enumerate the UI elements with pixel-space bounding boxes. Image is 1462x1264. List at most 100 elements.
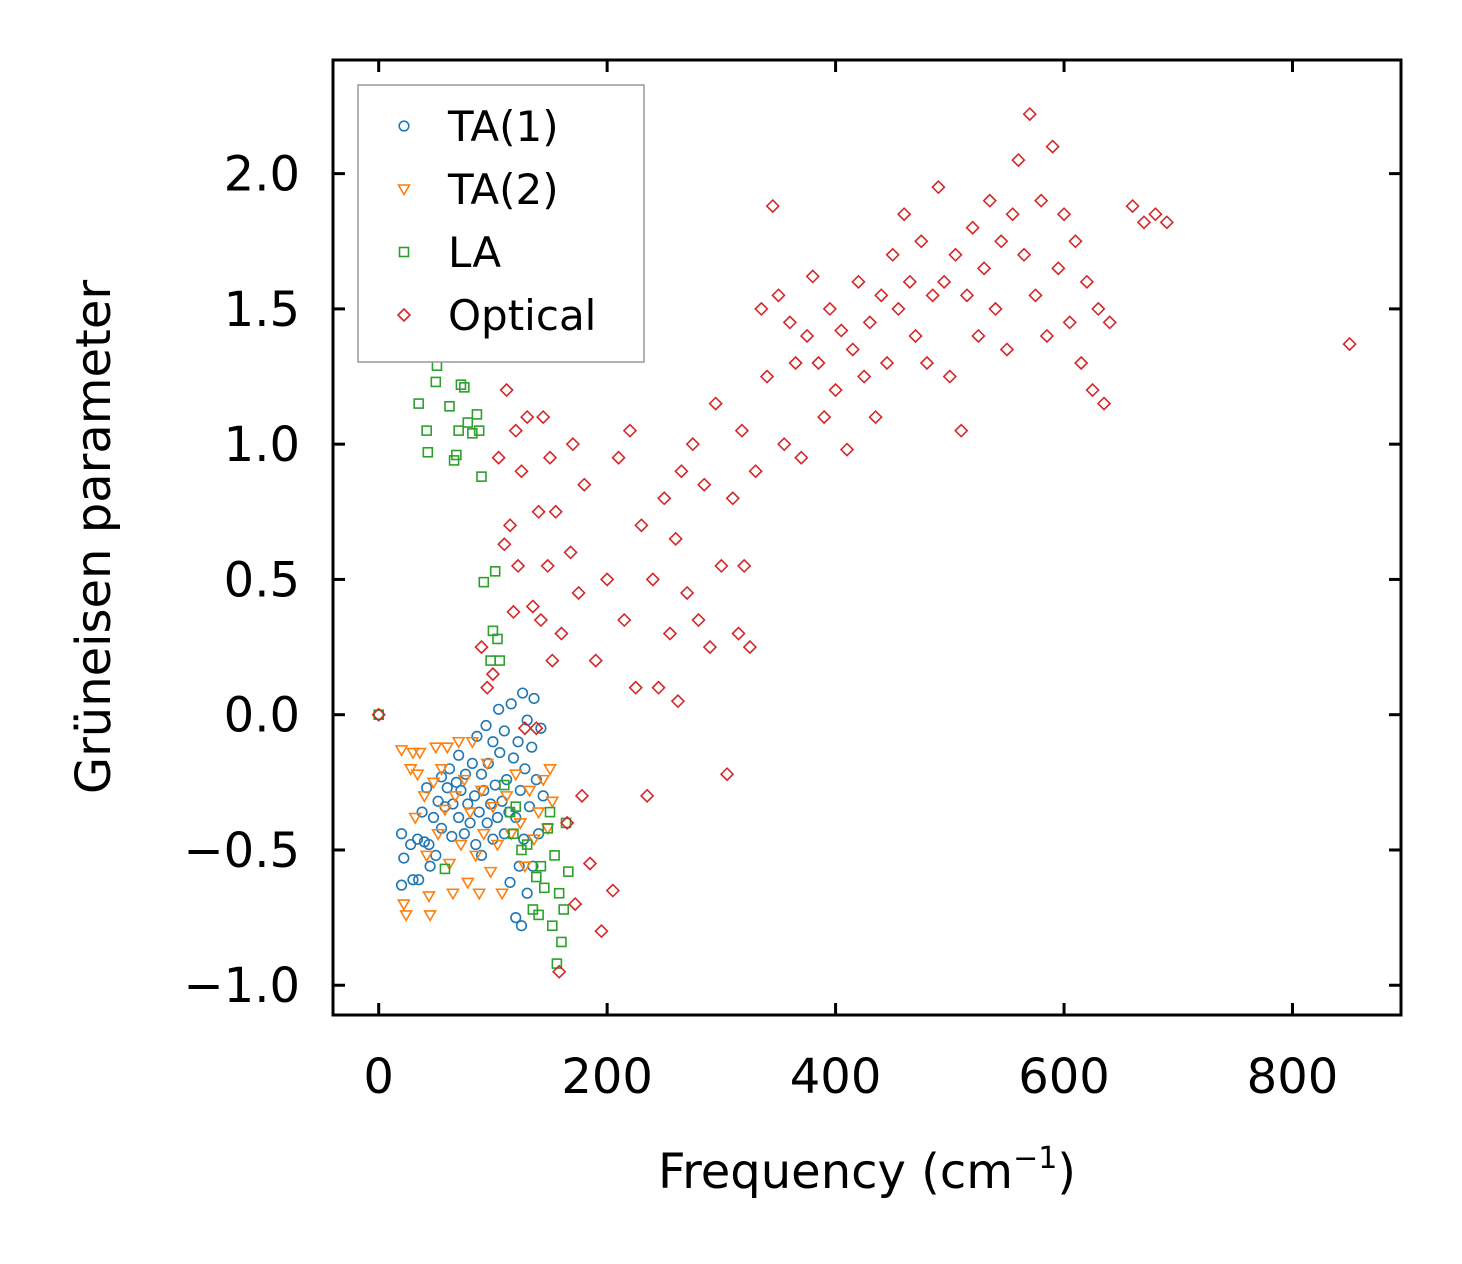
- legend-marker: [398, 246, 410, 258]
- data-point: [822, 301, 838, 317]
- data-point: [507, 752, 520, 764]
- data-point: [1136, 215, 1152, 230]
- data-point: [794, 450, 809, 465]
- data-point: [448, 791, 463, 803]
- data-point: [668, 531, 683, 546]
- data-point: [617, 612, 632, 628]
- data-point: [394, 745, 409, 757]
- data-point: [518, 861, 532, 874]
- data-point: [549, 850, 560, 861]
- data-point: [373, 709, 384, 721]
- data-point: [565, 437, 581, 452]
- data-point: [427, 811, 440, 824]
- data-point: [467, 428, 478, 439]
- data-point: [453, 811, 465, 824]
- y-tick-label: 1.5: [224, 282, 300, 338]
- data-point: [514, 464, 529, 479]
- x-axis-title-close: ): [1057, 1144, 1076, 1200]
- data-point: [765, 198, 780, 214]
- data-point: [531, 504, 546, 519]
- data-point: [522, 785, 537, 798]
- data-point: [771, 288, 786, 303]
- data-point: [737, 558, 752, 574]
- y-tick-label: 0.0: [224, 688, 300, 744]
- data-point: [542, 823, 554, 834]
- data-point: [560, 815, 575, 831]
- legend-marker: [396, 307, 412, 323]
- data-point: [674, 464, 689, 479]
- data-point: [1011, 152, 1026, 168]
- data-point: [548, 504, 563, 519]
- y-tick-label: 1.0: [224, 417, 300, 473]
- data-point: [526, 741, 538, 753]
- data-point: [528, 692, 540, 705]
- series-ta-1-: [373, 687, 549, 932]
- data-point: [480, 680, 495, 695]
- data-point: [494, 746, 506, 759]
- data-point: [517, 721, 533, 736]
- data-point: [518, 833, 530, 845]
- data-point: [446, 888, 460, 901]
- data-point: [545, 796, 560, 809]
- data-point: [419, 850, 434, 863]
- data-point: [430, 849, 442, 861]
- data-point: [936, 274, 952, 289]
- data-point: [1034, 193, 1049, 208]
- data-point: [485, 666, 501, 682]
- data-point: [474, 639, 489, 655]
- data-point: [422, 446, 434, 458]
- data-point: [702, 639, 718, 655]
- data-point: [451, 736, 466, 749]
- data-point: [754, 301, 769, 317]
- data-point: [685, 437, 700, 452]
- data-point: [547, 920, 558, 932]
- data-point: [435, 822, 448, 834]
- x-axis-title-sup: −1: [1013, 1141, 1057, 1176]
- data-point: [1125, 198, 1140, 214]
- data-point: [489, 779, 501, 791]
- data-point: [441, 782, 453, 794]
- data-point: [454, 839, 468, 852]
- data-point: [568, 896, 583, 912]
- data-point: [499, 791, 514, 803]
- data-point: [902, 274, 917, 289]
- data-point: [714, 558, 729, 574]
- data-point: [395, 879, 408, 891]
- data-point: [399, 910, 413, 922]
- data-point: [571, 585, 586, 601]
- data-point: [520, 409, 535, 425]
- data-point: [514, 784, 526, 797]
- data-point: [504, 806, 516, 818]
- plot-frame: [331, 58, 1403, 1017]
- y-axis-title: Grüneisen parameter: [66, 280, 122, 795]
- data-point: [513, 818, 528, 831]
- data-point: [1005, 207, 1020, 222]
- data-point: [480, 758, 495, 771]
- data-point: [473, 425, 485, 436]
- data-point: [490, 839, 505, 852]
- data-point: [857, 369, 872, 384]
- data-point: [451, 449, 462, 461]
- x-tick-label: 600: [1018, 1049, 1110, 1105]
- series-optical: [371, 106, 1357, 979]
- data-point: [423, 838, 435, 851]
- data-point: [512, 736, 524, 748]
- data-point: [914, 234, 929, 249]
- data-point: [424, 860, 436, 872]
- data-point: [466, 757, 478, 769]
- data-point: [444, 400, 455, 412]
- data-point: [1096, 396, 1112, 411]
- data-point: [563, 866, 574, 877]
- data-point: [463, 807, 477, 820]
- data-point: [1016, 247, 1032, 262]
- data-point: [537, 790, 549, 802]
- data-point: [919, 355, 935, 371]
- data-point: [782, 315, 798, 330]
- y-tick-label: 0.5: [224, 552, 300, 608]
- data-point: [558, 904, 570, 915]
- data-point: [628, 680, 643, 695]
- data-point: [691, 612, 706, 628]
- data-point: [531, 871, 542, 883]
- data-point: [553, 887, 565, 899]
- data-point: [492, 633, 503, 645]
